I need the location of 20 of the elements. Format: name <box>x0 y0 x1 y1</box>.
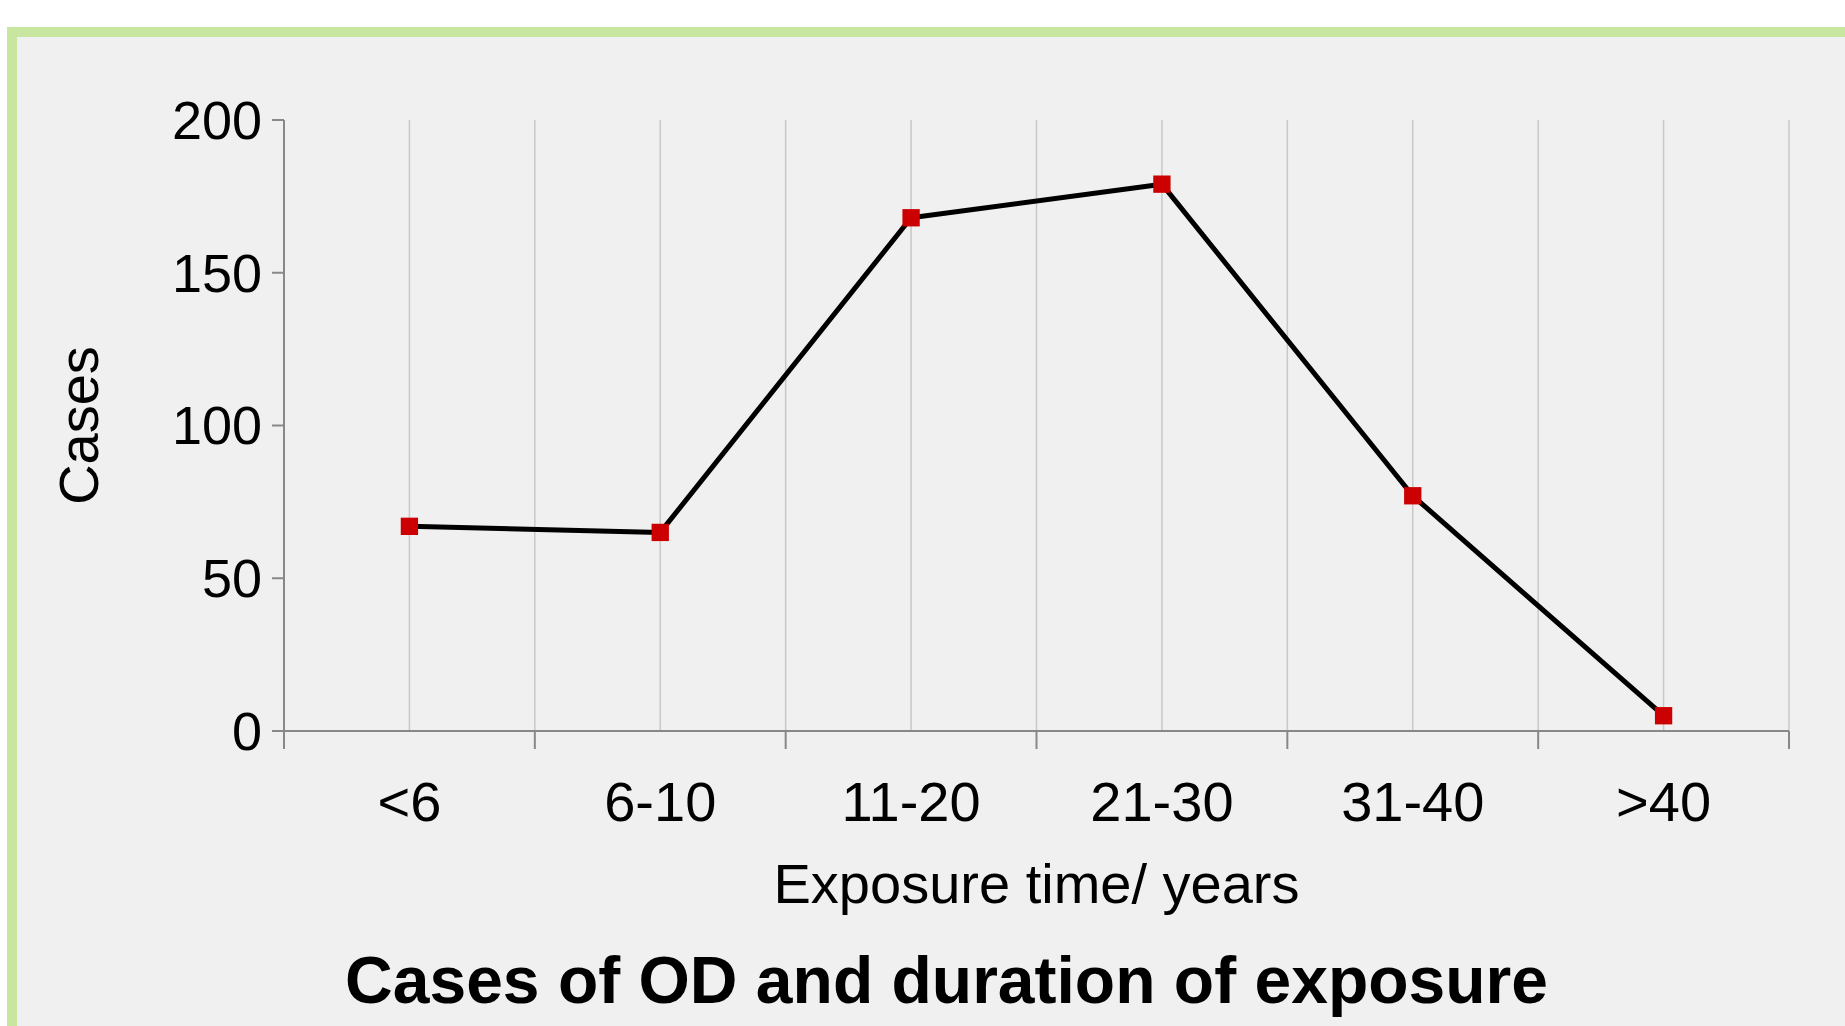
point <box>1404 487 1422 505</box>
text: Cases of OD and duration of exposure <box>345 943 1548 1017</box>
point <box>902 209 920 227</box>
y-tick-label: 100 <box>171 395 262 456</box>
y-tick-label: 50 <box>201 548 262 609</box>
point <box>651 523 669 542</box>
point <box>1654 707 1673 725</box>
y-axis-title: Cases <box>47 346 110 505</box>
y-tick-label: 150 <box>171 242 262 303</box>
y-tick-label: 0 <box>231 700 262 761</box>
x-tick-label: 31-40 <box>1341 770 1485 833</box>
x-tick-label: 21-30 <box>1090 770 1234 833</box>
y-tick-label: 200 <box>171 89 262 150</box>
x-tick-label: 6-10 <box>604 770 717 833</box>
x-tick-label: 11-20 <box>841 770 981 833</box>
x-axis-title: Exposure time/ years <box>773 852 1300 915</box>
x-tick-label: <6 <box>377 770 442 833</box>
x-tick-label: >40 <box>1616 770 1712 833</box>
point <box>400 517 419 535</box>
point <box>1153 175 1171 193</box>
